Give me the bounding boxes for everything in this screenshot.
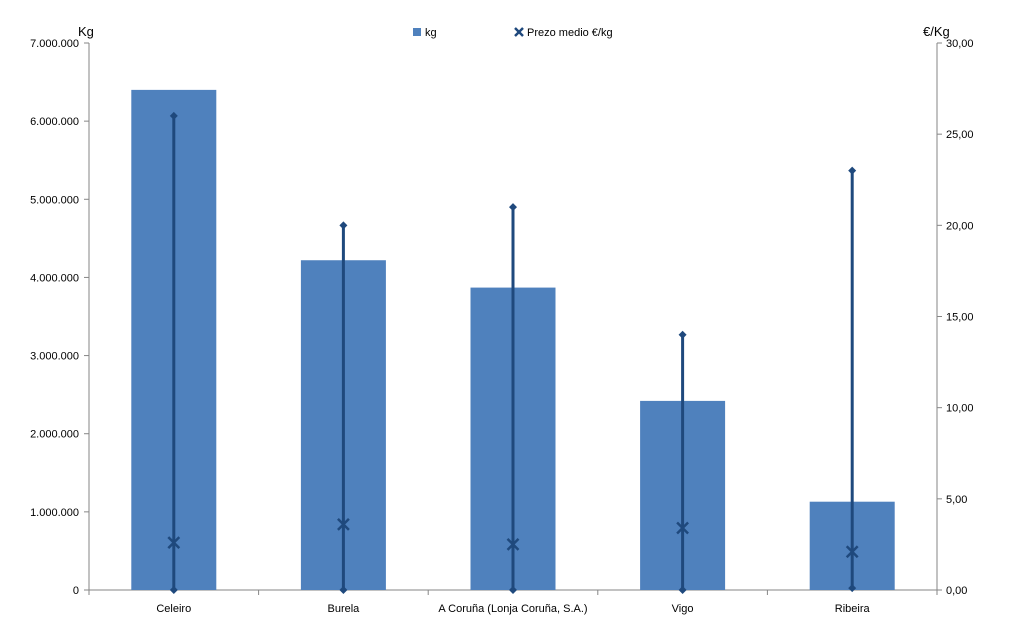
- y2-tick-labels: 0,00 5,00 10,00 15,00 20,00 25,00 30,00: [946, 38, 974, 597]
- price-max-marker: [509, 203, 517, 212]
- price-average-stroke: [167, 536, 181, 549]
- y-tick-label: 0: [73, 585, 79, 597]
- y-tick-label: 1.000.000: [30, 507, 79, 519]
- y-tick-label: 7.000.000: [30, 38, 79, 50]
- price-average-stroke: [845, 545, 859, 559]
- price-max-marker: [339, 221, 348, 230]
- x-tick-labels: Celeiro Burela A Coruña (Lonja Coruña, S.A…: [156, 603, 870, 615]
- legend-swatch-price: [514, 27, 524, 37]
- price-min-marker: [509, 586, 517, 594]
- price-min-marker: [339, 586, 348, 594]
- y2-tick-label: 20,00: [946, 220, 974, 232]
- x-tick-label: Burela: [328, 603, 361, 615]
- price-average-marker: [845, 545, 859, 559]
- price-max-marker: [169, 111, 178, 120]
- y2-tick-label: 15,00: [946, 312, 974, 324]
- y-tick-label: 5.000.000: [30, 194, 79, 206]
- price-average-stroke: [506, 538, 520, 551]
- price-average-marker: [506, 538, 520, 551]
- y-tick-label: 4.000.000: [30, 272, 79, 284]
- y-axis-title: Kg: [78, 24, 94, 39]
- y-tick-labels: 0 1.000.000 2.000.000 3.000.000 4.000.000 5.0…: [30, 38, 79, 597]
- x-tick-label: Vigo: [672, 603, 694, 615]
- price-min-marker: [678, 586, 687, 594]
- y2-tick-label: 10,00: [946, 403, 974, 415]
- legend-label-price: Prezo medio €/kg: [527, 27, 613, 39]
- legend-x-stroke: [514, 27, 524, 37]
- price-average-stroke: [337, 517, 350, 531]
- price-average-marker: [167, 536, 181, 549]
- price-markers: [167, 517, 859, 559]
- price-max-marker: [678, 330, 687, 339]
- y2-tick-label: 25,00: [946, 129, 974, 141]
- x-tick-label: Celeiro: [156, 603, 191, 615]
- x-tick-label: Ribeira: [835, 603, 871, 615]
- y2-axis-title: €/Kg: [923, 24, 950, 39]
- y-tick-label: 6.000.000: [30, 116, 79, 128]
- price-average-stroke: [676, 521, 689, 535]
- x-tick-label: A Coruña (Lonja Coruña, S.A.): [438, 603, 587, 615]
- legend: kg Prezo medio €/kg: [413, 27, 613, 39]
- y2-tick-label: 5,00: [946, 494, 967, 506]
- y2-tick-label: 0,00: [946, 585, 967, 597]
- legend-swatch-kg: [413, 28, 421, 36]
- price-ranges: [169, 111, 857, 594]
- price-average-marker: [676, 521, 689, 535]
- y-tick-label: 2.000.000: [30, 429, 79, 441]
- y-tick-label: 3.000.000: [30, 351, 79, 363]
- y2-tick-label: 30,00: [946, 38, 974, 50]
- price-average-marker: [337, 517, 350, 531]
- legend-label-kg: kg: [425, 27, 437, 39]
- price-max-marker: [848, 166, 857, 175]
- price-min-marker: [848, 584, 857, 593]
- price-min-marker: [169, 586, 178, 594]
